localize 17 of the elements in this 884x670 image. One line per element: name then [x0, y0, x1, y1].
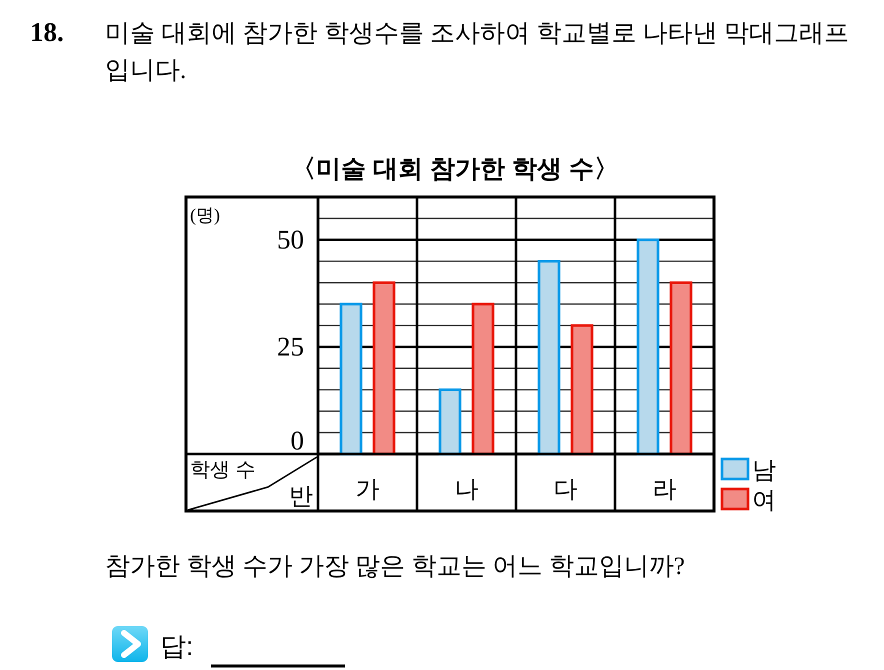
legend-label: 남: [752, 457, 776, 484]
text: 18.: [30, 17, 64, 47]
y-tick-label: 50: [277, 224, 304, 254]
y-tick-label: 25: [277, 332, 304, 362]
text: 답:: [160, 631, 194, 661]
text: 미술 대회에 참가한 학생수를 조사하여 학교별로 나타낸 막대그래프입니다.: [105, 20, 849, 84]
x-tick-label: 라: [652, 477, 676, 503]
chart-title: 〈미술 대회 참가한 학생 수〉: [291, 155, 619, 183]
text: 참가한 학생 수가 가장 많은 학교는 어느 학교입니까?: [105, 553, 685, 580]
legend-label: 여: [752, 487, 776, 514]
x-axis-title: 반: [289, 483, 313, 510]
y-tick-label: 0: [290, 426, 304, 456]
text: (명): [190, 205, 220, 225]
x-tick-label: 다: [554, 477, 578, 503]
x-tick-label: 가: [356, 477, 380, 503]
x-tick-label: 나: [454, 477, 478, 503]
y-axis-title: 학생 수: [190, 459, 256, 481]
